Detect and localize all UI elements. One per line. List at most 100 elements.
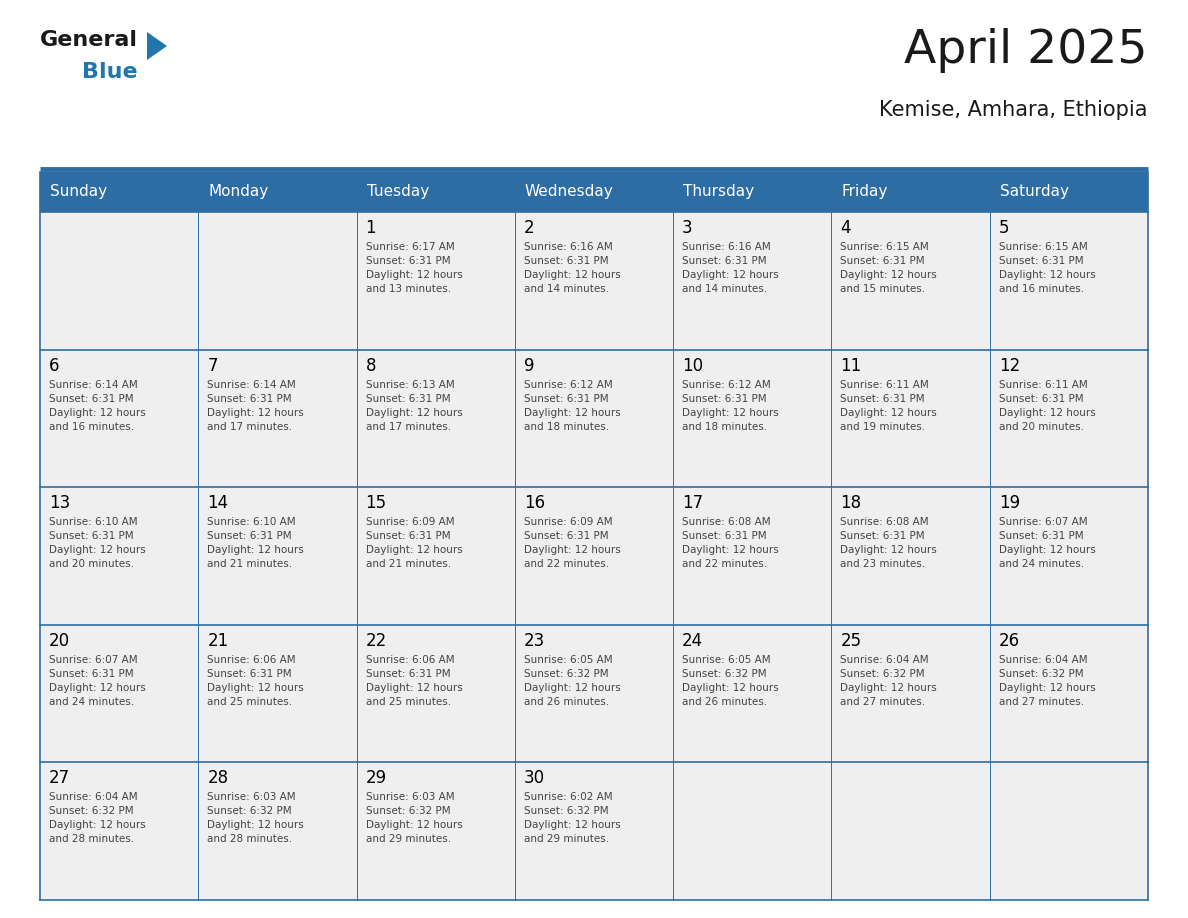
Text: April 2025: April 2025 — [904, 28, 1148, 73]
Text: Sunrise: 6:04 AM
Sunset: 6:32 PM
Daylight: 12 hours
and 27 minutes.: Sunrise: 6:04 AM Sunset: 6:32 PM Dayligh… — [840, 655, 937, 707]
Text: 18: 18 — [840, 494, 861, 512]
Text: 25: 25 — [840, 632, 861, 650]
Text: 12: 12 — [999, 356, 1020, 375]
Text: Sunrise: 6:09 AM
Sunset: 6:31 PM
Daylight: 12 hours
and 21 minutes.: Sunrise: 6:09 AM Sunset: 6:31 PM Dayligh… — [366, 517, 462, 569]
Text: 28: 28 — [207, 769, 228, 788]
Text: 13: 13 — [49, 494, 70, 512]
Text: Sunrise: 6:11 AM
Sunset: 6:31 PM
Daylight: 12 hours
and 19 minutes.: Sunrise: 6:11 AM Sunset: 6:31 PM Dayligh… — [840, 380, 937, 431]
Bar — [40, 487, 198, 625]
Bar — [514, 487, 674, 625]
Text: 14: 14 — [207, 494, 228, 512]
Bar — [832, 212, 990, 350]
Bar — [514, 350, 674, 487]
Text: Sunrise: 6:07 AM
Sunset: 6:31 PM
Daylight: 12 hours
and 24 minutes.: Sunrise: 6:07 AM Sunset: 6:31 PM Dayligh… — [999, 517, 1095, 569]
Text: 26: 26 — [999, 632, 1019, 650]
Text: 5: 5 — [999, 219, 1010, 237]
Bar — [674, 487, 832, 625]
Text: Monday: Monday — [208, 185, 268, 199]
Bar — [198, 350, 356, 487]
Text: 29: 29 — [366, 769, 387, 788]
Bar — [674, 625, 832, 763]
Text: 1: 1 — [366, 219, 377, 237]
Text: 17: 17 — [682, 494, 703, 512]
Bar — [514, 763, 674, 900]
Text: Friday: Friday — [841, 185, 887, 199]
Text: Sunrise: 6:08 AM
Sunset: 6:31 PM
Daylight: 12 hours
and 22 minutes.: Sunrise: 6:08 AM Sunset: 6:31 PM Dayligh… — [682, 517, 779, 569]
Bar — [198, 625, 356, 763]
Text: Sunrise: 6:15 AM
Sunset: 6:31 PM
Daylight: 12 hours
and 16 minutes.: Sunrise: 6:15 AM Sunset: 6:31 PM Dayligh… — [999, 242, 1095, 294]
Bar — [40, 763, 198, 900]
Bar — [198, 763, 356, 900]
Bar — [990, 487, 1148, 625]
Bar — [514, 172, 674, 212]
Text: 16: 16 — [524, 494, 545, 512]
Text: Sunrise: 6:17 AM
Sunset: 6:31 PM
Daylight: 12 hours
and 13 minutes.: Sunrise: 6:17 AM Sunset: 6:31 PM Dayligh… — [366, 242, 462, 294]
Text: 9: 9 — [524, 356, 535, 375]
Text: Sunrise: 6:06 AM
Sunset: 6:31 PM
Daylight: 12 hours
and 25 minutes.: Sunrise: 6:06 AM Sunset: 6:31 PM Dayligh… — [207, 655, 304, 707]
Bar — [356, 487, 514, 625]
Bar — [40, 212, 198, 350]
Text: Sunrise: 6:11 AM
Sunset: 6:31 PM
Daylight: 12 hours
and 20 minutes.: Sunrise: 6:11 AM Sunset: 6:31 PM Dayligh… — [999, 380, 1095, 431]
Polygon shape — [147, 32, 168, 60]
Bar — [356, 625, 514, 763]
Text: 19: 19 — [999, 494, 1019, 512]
Text: Blue: Blue — [82, 62, 138, 82]
Text: Sunrise: 6:08 AM
Sunset: 6:31 PM
Daylight: 12 hours
and 23 minutes.: Sunrise: 6:08 AM Sunset: 6:31 PM Dayligh… — [840, 517, 937, 569]
Text: Sunrise: 6:16 AM
Sunset: 6:31 PM
Daylight: 12 hours
and 14 minutes.: Sunrise: 6:16 AM Sunset: 6:31 PM Dayligh… — [682, 242, 779, 294]
Bar — [990, 350, 1148, 487]
Text: General: General — [40, 30, 138, 50]
Text: Sunrise: 6:09 AM
Sunset: 6:31 PM
Daylight: 12 hours
and 22 minutes.: Sunrise: 6:09 AM Sunset: 6:31 PM Dayligh… — [524, 517, 620, 569]
Text: 8: 8 — [366, 356, 377, 375]
Text: 24: 24 — [682, 632, 703, 650]
Text: 21: 21 — [207, 632, 228, 650]
Text: Thursday: Thursday — [683, 185, 754, 199]
Text: Sunrise: 6:14 AM
Sunset: 6:31 PM
Daylight: 12 hours
and 16 minutes.: Sunrise: 6:14 AM Sunset: 6:31 PM Dayligh… — [49, 380, 146, 431]
Bar — [198, 487, 356, 625]
Text: Sunrise: 6:02 AM
Sunset: 6:32 PM
Daylight: 12 hours
and 29 minutes.: Sunrise: 6:02 AM Sunset: 6:32 PM Dayligh… — [524, 792, 620, 845]
Text: 4: 4 — [840, 219, 851, 237]
Text: 7: 7 — [207, 356, 217, 375]
Bar — [40, 625, 198, 763]
Bar — [674, 172, 832, 212]
Text: 6: 6 — [49, 356, 59, 375]
Bar — [990, 763, 1148, 900]
Bar — [990, 172, 1148, 212]
Text: Sunday: Sunday — [50, 185, 107, 199]
Text: 22: 22 — [366, 632, 387, 650]
Bar — [40, 172, 198, 212]
Bar — [356, 172, 514, 212]
Bar — [832, 172, 990, 212]
Text: Sunrise: 6:05 AM
Sunset: 6:32 PM
Daylight: 12 hours
and 26 minutes.: Sunrise: 6:05 AM Sunset: 6:32 PM Dayligh… — [682, 655, 779, 707]
Bar — [674, 212, 832, 350]
Text: 15: 15 — [366, 494, 387, 512]
Bar — [356, 212, 514, 350]
Text: 10: 10 — [682, 356, 703, 375]
Text: Sunrise: 6:10 AM
Sunset: 6:31 PM
Daylight: 12 hours
and 21 minutes.: Sunrise: 6:10 AM Sunset: 6:31 PM Dayligh… — [207, 517, 304, 569]
Text: Sunrise: 6:12 AM
Sunset: 6:31 PM
Daylight: 12 hours
and 18 minutes.: Sunrise: 6:12 AM Sunset: 6:31 PM Dayligh… — [524, 380, 620, 431]
Bar — [356, 763, 514, 900]
Text: Kemise, Amhara, Ethiopia: Kemise, Amhara, Ethiopia — [879, 100, 1148, 120]
Bar — [832, 350, 990, 487]
Text: Sunrise: 6:05 AM
Sunset: 6:32 PM
Daylight: 12 hours
and 26 minutes.: Sunrise: 6:05 AM Sunset: 6:32 PM Dayligh… — [524, 655, 620, 707]
Text: Sunrise: 6:04 AM
Sunset: 6:32 PM
Daylight: 12 hours
and 28 minutes.: Sunrise: 6:04 AM Sunset: 6:32 PM Dayligh… — [49, 792, 146, 845]
Text: Sunrise: 6:14 AM
Sunset: 6:31 PM
Daylight: 12 hours
and 17 minutes.: Sunrise: 6:14 AM Sunset: 6:31 PM Dayligh… — [207, 380, 304, 431]
Text: 3: 3 — [682, 219, 693, 237]
Bar — [514, 625, 674, 763]
Text: Wednesday: Wednesday — [525, 185, 614, 199]
Bar — [832, 625, 990, 763]
Bar — [514, 212, 674, 350]
Bar — [40, 350, 198, 487]
Text: 23: 23 — [524, 632, 545, 650]
Bar — [356, 350, 514, 487]
Bar — [674, 350, 832, 487]
Text: 11: 11 — [840, 356, 861, 375]
Bar — [832, 487, 990, 625]
Text: Sunrise: 6:03 AM
Sunset: 6:32 PM
Daylight: 12 hours
and 28 minutes.: Sunrise: 6:03 AM Sunset: 6:32 PM Dayligh… — [207, 792, 304, 845]
Text: Tuesday: Tuesday — [367, 185, 429, 199]
Bar — [832, 763, 990, 900]
Text: Sunrise: 6:07 AM
Sunset: 6:31 PM
Daylight: 12 hours
and 24 minutes.: Sunrise: 6:07 AM Sunset: 6:31 PM Dayligh… — [49, 655, 146, 707]
Bar — [990, 212, 1148, 350]
Text: Sunrise: 6:16 AM
Sunset: 6:31 PM
Daylight: 12 hours
and 14 minutes.: Sunrise: 6:16 AM Sunset: 6:31 PM Dayligh… — [524, 242, 620, 294]
Text: Sunrise: 6:06 AM
Sunset: 6:31 PM
Daylight: 12 hours
and 25 minutes.: Sunrise: 6:06 AM Sunset: 6:31 PM Dayligh… — [366, 655, 462, 707]
Text: 27: 27 — [49, 769, 70, 788]
